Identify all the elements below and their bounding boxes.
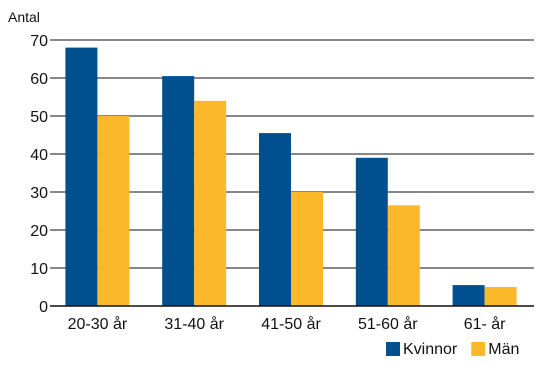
bar	[291, 192, 323, 306]
bar	[387, 205, 420, 306]
y-tick-label: 30	[30, 185, 48, 202]
bar	[162, 76, 195, 306]
y-tick-label: 20	[30, 223, 48, 240]
y-tick-label: 40	[30, 147, 48, 164]
bar	[484, 287, 517, 306]
x-tick-label: 41-50 år	[261, 315, 321, 333]
legend: Kvinnor Män	[386, 341, 519, 358]
bar	[452, 285, 485, 306]
y-tick-label: 60	[30, 71, 48, 88]
y-tick-labels: 0 10 20 30 40 50 60 70	[30, 33, 48, 316]
x-tick-label: 20-30 år	[68, 315, 128, 333]
x-tick-label: 31-40 år	[164, 315, 224, 333]
y-tick-label: 70	[30, 33, 48, 50]
legend-swatch	[471, 342, 486, 356]
y-tick-label: 10	[30, 261, 48, 278]
x-tick-labels: 20-30 år 31-40 år 41-50 år 51-60 år 61- år	[68, 315, 507, 333]
bars	[65, 47, 517, 306]
y-tick-label: 0	[39, 299, 48, 316]
legend-label: Män	[488, 341, 519, 358]
bar	[259, 133, 291, 306]
legend-label: Kvinnor	[403, 341, 458, 358]
x-tick-label: 61- år	[464, 315, 506, 333]
legend-swatch	[386, 342, 400, 356]
bar	[97, 116, 130, 306]
bar	[65, 47, 98, 306]
y-tick-label: 50	[30, 109, 48, 126]
x-tick-label: 51-60 år	[358, 315, 418, 333]
bar	[355, 157, 388, 306]
bar	[194, 100, 227, 306]
y-axis-label: Antal	[8, 9, 40, 25]
